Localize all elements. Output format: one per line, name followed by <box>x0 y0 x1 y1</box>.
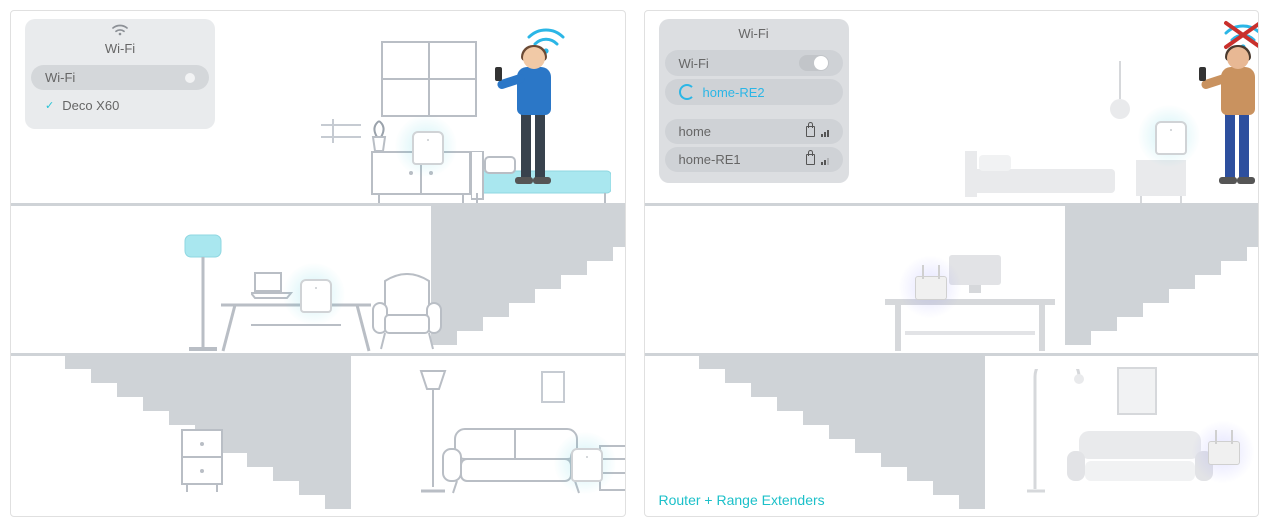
panel-mesh: Wi-Fi Wi-Fi ✓ Deco X60 <box>10 10 626 517</box>
window-icon <box>381 41 477 117</box>
panel-extenders: Wi-Fi Wi-Fi home-RE2 home home-RE1 Router… <box>644 10 1260 517</box>
bed-icon <box>965 151 1115 203</box>
wifi-network-row[interactable]: home-RE1 <box>665 147 843 172</box>
wifi-connecting-row[interactable]: home-RE2 <box>665 79 843 105</box>
lock-icon <box>806 126 815 137</box>
status-dot <box>185 73 195 83</box>
monitor-icon <box>945 253 1005 295</box>
cabinet-icon <box>181 429 223 493</box>
signal-icon <box>821 126 829 137</box>
desk-icon <box>221 295 371 353</box>
range-extender-icon <box>1208 441 1240 465</box>
network-status <box>806 126 829 137</box>
wifi-toggle-row[interactable]: Wi-Fi <box>665 50 843 76</box>
router-icon <box>1155 121 1187 155</box>
wifi-toggle[interactable] <box>799 55 829 71</box>
floor-lamp-icon <box>181 231 225 353</box>
wifi-toggle-label: Wi-Fi <box>679 56 709 71</box>
ceiling-lamp-icon <box>1105 61 1135 121</box>
spinner-icon <box>679 84 695 100</box>
wifi-network-row[interactable]: ✓ Deco X60 <box>31 93 209 118</box>
network-name: home-RE1 <box>679 152 741 167</box>
desk-icon <box>885 291 1055 353</box>
network-name: Deco X60 <box>62 98 119 113</box>
wifi-heading-label: Wi-Fi <box>45 70 75 85</box>
check-icon: ✓ <box>45 99 54 112</box>
person-icon <box>1205 47 1260 197</box>
lock-icon <box>806 154 815 165</box>
network-name: home-RE2 <box>703 85 765 100</box>
sofa-icon <box>441 425 591 495</box>
nightstand-icon <box>1135 159 1187 203</box>
plant-icon <box>366 119 392 155</box>
frame-icon <box>1117 367 1157 415</box>
frame-icon <box>541 371 565 403</box>
shelf-icon <box>321 119 361 149</box>
armchair-icon <box>367 273 447 353</box>
wifi-network-row[interactable]: home <box>665 119 843 144</box>
sofa-icon <box>1065 429 1215 495</box>
wifi-menu-extenders: Wi-Fi Wi-Fi home-RE2 home home-RE1 <box>659 19 849 183</box>
range-extender-icon <box>915 276 947 300</box>
wifi-heading-row[interactable]: Wi-Fi <box>31 65 209 90</box>
wifi-menu-mesh: Wi-Fi Wi-Fi ✓ Deco X60 <box>25 19 215 129</box>
network-status <box>806 154 829 165</box>
menu-title: Wi-Fi <box>31 38 209 62</box>
person-icon <box>501 47 561 197</box>
mesh-node-icon <box>300 279 332 313</box>
mesh-node-icon <box>412 131 444 165</box>
signal-icon <box>821 154 829 165</box>
caption-extenders: Router + Range Extenders <box>659 492 825 508</box>
menu-title: Wi-Fi <box>665 23 843 47</box>
laptop-icon <box>251 271 293 299</box>
wifi-icon <box>31 23 209 36</box>
network-name: home <box>679 124 712 139</box>
mesh-node-icon <box>571 448 603 482</box>
